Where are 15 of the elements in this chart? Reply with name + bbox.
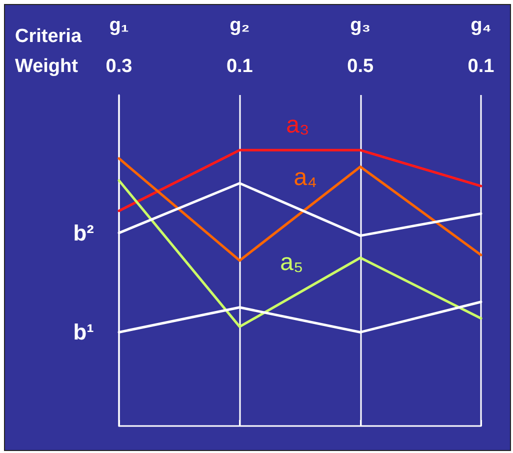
x-tick-label: g₄ (470, 15, 492, 36)
x-tick-label: g₁ (109, 15, 129, 36)
text: Weight (15, 56, 79, 77)
series-label: b² (73, 220, 94, 246)
series-label: b¹ (73, 320, 94, 345)
text: 0.5 (347, 56, 374, 77)
x-axis-title: Criteria (15, 26, 82, 47)
x-tick-label: g₂ (230, 15, 250, 36)
series-label: a₃ (286, 112, 310, 139)
series-label: a₄ (294, 164, 317, 192)
series-label: a₅ (280, 249, 304, 276)
text: 0.3 (106, 56, 132, 77)
text: 0.1 (468, 56, 495, 77)
text: 0.1 (226, 56, 254, 77)
x-tick-label: g₃ (350, 15, 371, 36)
